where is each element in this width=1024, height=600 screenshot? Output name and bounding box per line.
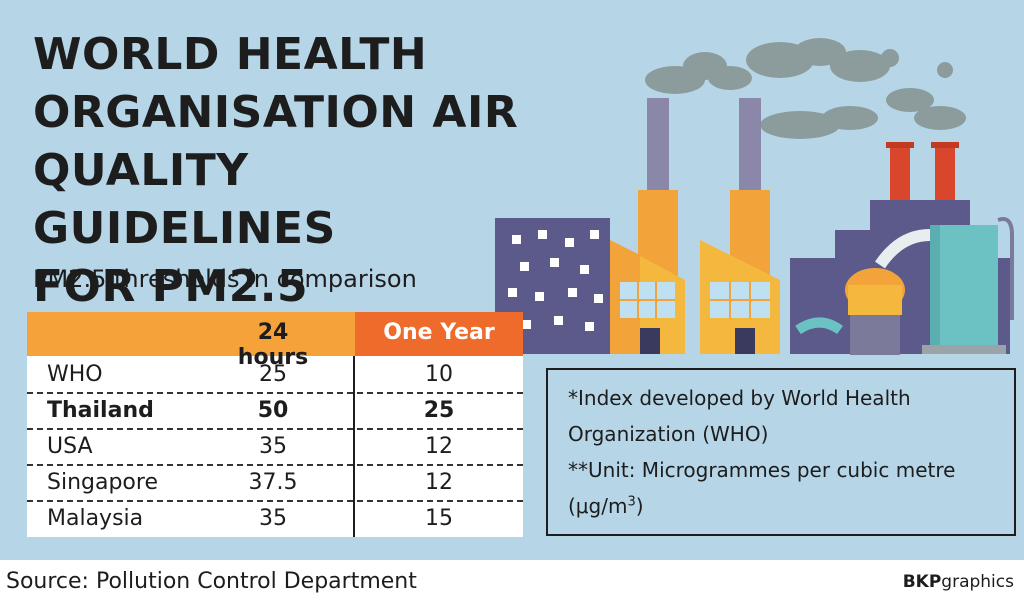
factory-illustration xyxy=(495,38,1014,355)
row-1y-value: 10 xyxy=(425,362,453,387)
column-divider xyxy=(353,356,355,537)
header-24-hours: 24 hours xyxy=(237,320,309,370)
brand-normal: graphics xyxy=(941,572,1014,592)
row-24h-value: 37.5 xyxy=(248,470,298,495)
title-line: ORGANISATION AIR xyxy=(33,87,519,138)
unit-close: ) xyxy=(635,494,644,518)
table-row: WHO 25 10 xyxy=(27,358,523,394)
office-building-icon xyxy=(495,218,610,354)
unit-text: (μg/m xyxy=(568,494,628,518)
title-line: FOR PM2.5 xyxy=(33,261,309,312)
row-1y-value: 12 xyxy=(425,434,453,459)
title-line: QUALITY GUIDELINES xyxy=(33,145,336,254)
brand-logo: BKPgraphics xyxy=(903,572,1014,592)
note-line: *Index developed by World Health xyxy=(568,386,911,410)
table-row: Malaysia 35 15 xyxy=(27,502,523,536)
infographic-panel: WORLD HEALTH ORGANISATION AIR QUALITY GU… xyxy=(0,0,1024,560)
tank-icon xyxy=(795,217,1014,355)
note-line: **Unit: Microgrammes per cubic metre xyxy=(568,458,956,482)
pm25-comparison-table: 24 hours One Year WHO 25 10 Thailand 50 … xyxy=(27,312,523,537)
one-year-header-bg xyxy=(355,312,523,356)
row-country: Thailand xyxy=(47,398,154,423)
factory-icon xyxy=(610,240,780,354)
table-row: Singapore 37.5 12 xyxy=(27,466,523,502)
row-country: USA xyxy=(47,434,93,459)
row-country: WHO xyxy=(47,362,103,387)
row-24h-value: 35 xyxy=(259,434,287,459)
table-row: Thailand 50 25 xyxy=(27,394,523,430)
row-24h-value: 35 xyxy=(259,506,287,531)
table-row: USA 35 12 xyxy=(27,430,523,466)
row-country: Singapore xyxy=(47,470,158,495)
main-title: WORLD HEALTH ORGANISATION AIR QUALITY GU… xyxy=(33,26,533,316)
row-country: Malaysia xyxy=(47,506,144,531)
row-24h-value: 50 xyxy=(257,398,289,423)
source-credit: Source: Pollution Control Department xyxy=(6,569,417,594)
smoke-icon xyxy=(645,38,966,139)
row-1y-value: 12 xyxy=(425,470,453,495)
notes-box: *Index developed by World Health Organiz… xyxy=(546,368,1016,536)
subtitle: PM2.5 thresholds in comparison xyxy=(33,265,417,293)
brand-bold: BKP xyxy=(902,572,942,592)
note-line: Organization (WHO) xyxy=(568,422,769,446)
row-1y-value: 25 xyxy=(423,398,455,423)
title-line: WORLD HEALTH xyxy=(33,29,428,80)
unit-superscript: 3 xyxy=(627,494,636,510)
row-24h-value: 25 xyxy=(259,362,287,387)
row-1y-value: 15 xyxy=(425,506,453,531)
header-one-year: One Year xyxy=(383,320,495,345)
note-unit: (μg/m3) xyxy=(568,494,644,518)
